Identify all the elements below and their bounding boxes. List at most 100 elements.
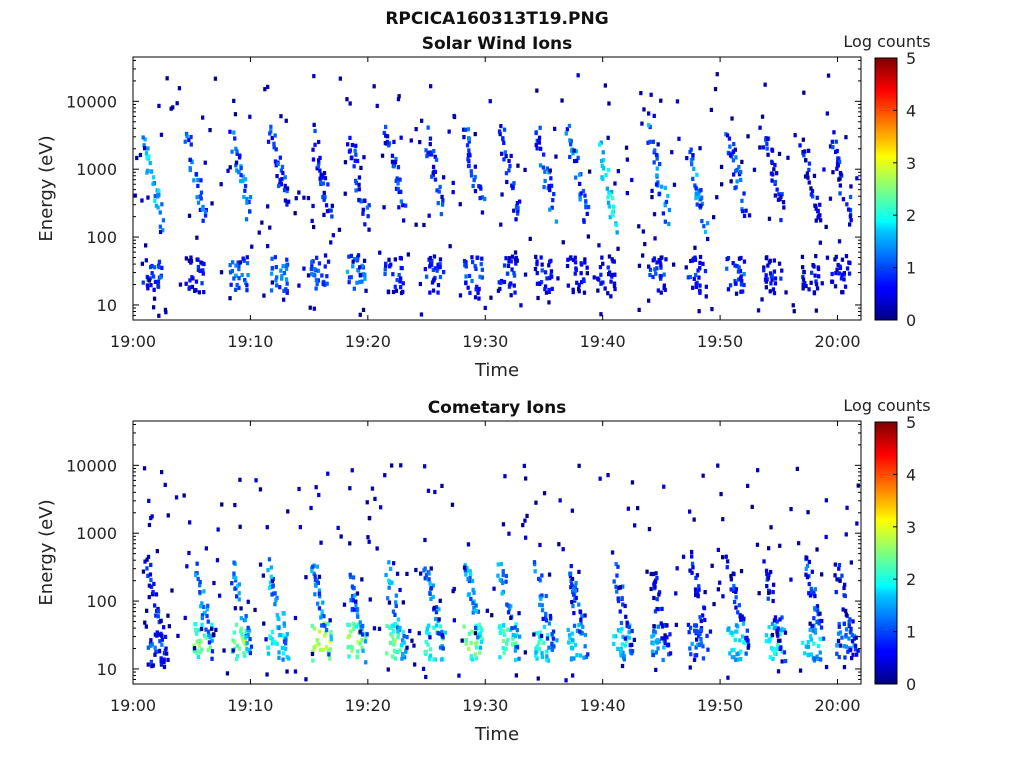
spectrogram-cell xyxy=(850,639,855,644)
spectrogram-cell xyxy=(699,618,703,624)
spectrogram-cell xyxy=(413,662,417,667)
spectrogram-cell xyxy=(727,626,731,631)
spectrogram-cell xyxy=(710,307,714,312)
spectrogram-cell xyxy=(314,643,318,648)
spectrogram-cell xyxy=(662,283,666,288)
spectrogram-cell xyxy=(202,290,206,295)
spectrogram-cell xyxy=(206,647,210,653)
spectrogram-cell xyxy=(824,534,828,540)
spectrogram-cell xyxy=(385,134,390,139)
spectrogram-cell xyxy=(500,151,504,156)
spectrogram-cell xyxy=(623,603,627,609)
spectrogram-cell xyxy=(267,585,272,591)
spectrogram-cell xyxy=(429,596,433,602)
spectrogram-cell xyxy=(234,622,239,627)
spectrogram-cell xyxy=(637,224,641,229)
spectrogram-cell xyxy=(535,262,539,267)
spectrogram-cell xyxy=(571,151,575,156)
spectrogram-cell xyxy=(361,307,366,312)
spectrogram-cell xyxy=(507,158,511,164)
spectrogram-cell xyxy=(736,269,741,274)
spectrogram-cell xyxy=(147,583,151,588)
spectrogram-cell xyxy=(349,629,353,634)
spectrogram-cell xyxy=(697,634,701,639)
spectrogram-cell xyxy=(414,222,418,227)
spectrogram-cell xyxy=(230,581,234,586)
spectrogram-cell xyxy=(238,260,243,265)
spectrogram-cell xyxy=(576,155,580,160)
spectrogram-cell xyxy=(436,283,441,288)
spectrogram-cell xyxy=(694,592,698,597)
spectrogram-cell xyxy=(360,279,364,284)
spectrogram-cell xyxy=(358,265,362,270)
spectrogram-cell xyxy=(691,156,695,161)
spectrogram-cell xyxy=(170,588,174,593)
y-tick-label: 10000 xyxy=(66,92,117,111)
spectrogram-cell xyxy=(469,640,473,646)
spectrogram-cell xyxy=(693,653,697,658)
spectrogram-cell xyxy=(622,655,626,660)
spectrogram-cell xyxy=(507,259,511,264)
spectrogram-cell xyxy=(385,624,389,629)
spectrogram-cell xyxy=(654,152,659,158)
spectrogram-cell xyxy=(147,154,151,159)
spectrogram-cell xyxy=(157,259,162,264)
spectrogram-cell xyxy=(499,222,503,227)
spectrogram-cell xyxy=(731,261,735,266)
spectrogram-cell xyxy=(630,628,634,634)
spectrogram-cell xyxy=(830,271,834,277)
spectrogram-cell xyxy=(849,218,853,223)
spectrogram-cell xyxy=(830,139,834,144)
spectrogram-cell xyxy=(356,654,360,659)
spectrogram-cell xyxy=(218,593,222,598)
spectrogram-cell xyxy=(693,257,698,262)
spectrogram-cell xyxy=(813,587,817,592)
spectrogram-cell xyxy=(736,610,740,615)
spectrogram-cell xyxy=(339,534,343,539)
spectrogram-cell xyxy=(544,611,548,616)
spectrogram-cell xyxy=(509,153,513,158)
spectrogram-cell xyxy=(693,587,698,592)
spectrogram-cell xyxy=(539,255,543,260)
spectrogram-cell xyxy=(742,191,746,196)
spectrogram-cell xyxy=(157,632,161,637)
spectrogram-cell xyxy=(208,128,212,133)
spectrogram-cell xyxy=(780,192,784,197)
colorbar-tick-label: 0 xyxy=(906,311,916,330)
spectrogram-cell xyxy=(278,178,282,183)
spectrogram-cell xyxy=(313,626,317,631)
spectrogram-cell xyxy=(775,619,779,624)
spectrogram-cell xyxy=(694,645,698,650)
spectrogram-cell xyxy=(694,628,698,633)
spectrogram-cell xyxy=(806,653,810,658)
spectrogram-cell xyxy=(438,645,443,650)
spectrogram-cell xyxy=(164,646,168,651)
spectrogram-cell xyxy=(428,264,432,269)
spectrogram-cell xyxy=(735,264,739,269)
spectrogram-cell xyxy=(188,157,192,162)
spectrogram-cell xyxy=(744,640,748,645)
spectrogram-cell xyxy=(399,256,403,261)
spectrogram-cell xyxy=(537,640,541,645)
spectrogram-cell xyxy=(619,653,623,658)
spectrogram-cell xyxy=(360,632,365,637)
spectrogram-cell xyxy=(813,594,817,599)
spectrogram-cell xyxy=(813,273,817,278)
spectrogram-cell xyxy=(317,492,321,498)
spectrogram-cell xyxy=(776,626,780,631)
spectrogram-cell xyxy=(324,645,328,650)
spectrogram-cell xyxy=(158,229,163,235)
spectrogram-cell xyxy=(153,194,157,199)
spectrogram-cell xyxy=(361,648,365,653)
spectrogram-cell xyxy=(811,628,815,633)
spectrogram-cell xyxy=(641,229,645,234)
spectrogram-cell xyxy=(343,191,347,196)
spectrogram-cell xyxy=(571,587,576,592)
spectrogram-cell xyxy=(200,622,204,627)
spectrogram-cell xyxy=(140,198,144,203)
spectrogram-cell xyxy=(766,263,770,268)
spectrogram-cell xyxy=(611,259,615,264)
spectrogram-cell xyxy=(852,633,856,639)
spectrogram-cell xyxy=(607,204,611,209)
spectrogram-cell xyxy=(659,274,663,279)
